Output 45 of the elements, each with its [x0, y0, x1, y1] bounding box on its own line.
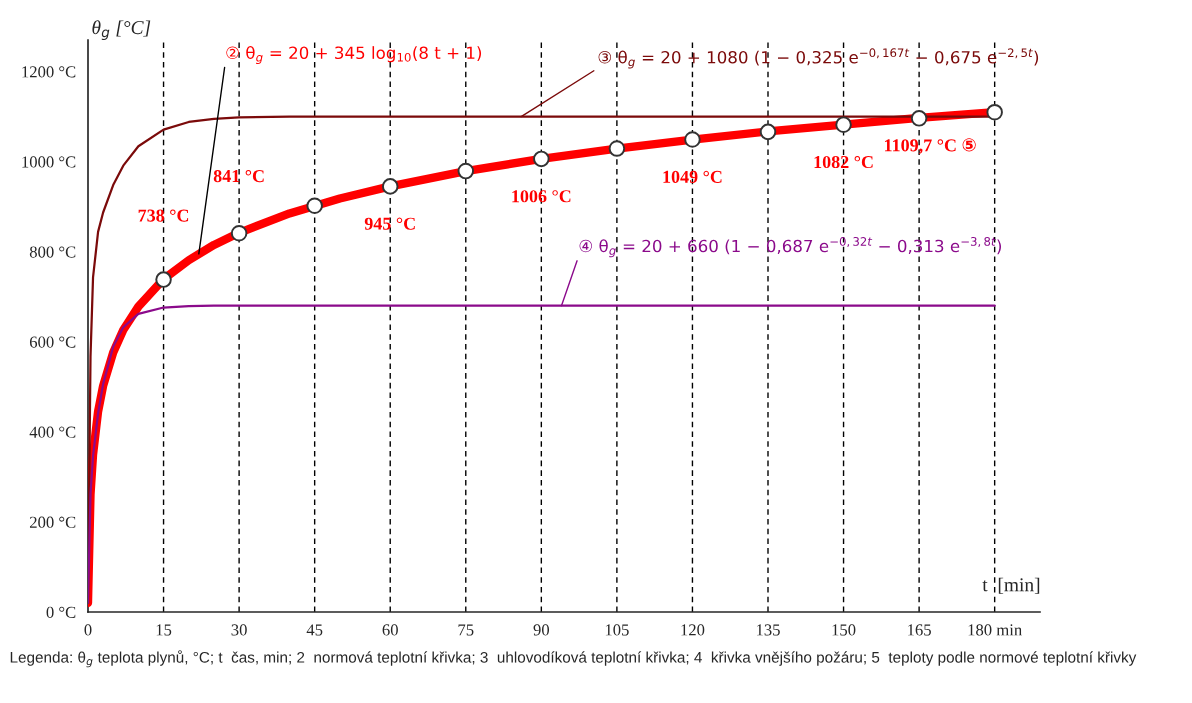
point	[155, 271, 172, 288]
x-tick-label: 45	[306, 624, 323, 636]
x-tick-label: 15	[156, 624, 172, 636]
point	[306, 197, 323, 214]
x-tick-label: 150	[832, 624, 856, 636]
y-tick-label: 0 °C	[46, 606, 76, 618]
annotation: ④ θ$_{g}$ = 20 + 660 (1 − 0,687 e$^{−0,32t}$ − 0,313 e$^{−3,8t}$)	[579, 237, 1002, 258]
y-tick-label: 1200 °C	[22, 66, 76, 78]
point	[684, 131, 701, 148]
data-label: 1082 °C	[814, 155, 873, 169]
point	[986, 103, 1003, 121]
point	[230, 224, 248, 242]
x-tick-label: 105	[605, 624, 629, 636]
x-tick-label: 120	[681, 624, 705, 636]
annotation: ② θ$_{g}$ = 20 + 345 log$_{10}$(8 t + 1)	[226, 46, 482, 64]
x-tick-label: 75	[458, 624, 474, 636]
point	[457, 162, 475, 180]
y-tick-label: 200 °C	[29, 516, 76, 528]
x-tick-label: 90	[533, 624, 550, 636]
point	[608, 140, 626, 157]
point	[381, 178, 399, 195]
x-tick-label: 0	[84, 624, 92, 636]
y-tick-label: 1000 °C	[22, 156, 76, 168]
x-tick-label: 180 min	[968, 624, 1022, 636]
x-tick-label: 135	[756, 624, 780, 636]
y-tick-label: 400 °C	[29, 426, 76, 438]
point	[759, 123, 777, 141]
y-axis-title: θ$_{g}$ [°C]	[92, 20, 151, 40]
data-label: 945 °C	[364, 217, 415, 230]
data-label: 1006 °C	[512, 190, 571, 203]
y-tick-label: 600 °C	[29, 336, 76, 348]
x-axis-title: t [min]	[982, 577, 1040, 594]
data-label: 841 °C	[213, 170, 264, 183]
point	[533, 150, 550, 168]
x-tick-label: 30	[231, 624, 247, 636]
point	[835, 116, 852, 133]
data-label: 1109,7 °C ⑤	[885, 138, 976, 155]
x-tick-label: 165	[908, 624, 931, 636]
y-tick-label: 800 °C	[29, 246, 76, 258]
data-label: 1049 °C	[663, 170, 722, 183]
text: Legenda: θ$_{g}$ teplota plynů, °C; t čas, min; 2 normová teplotní křivka; 3 uhlovodíková teplotní křivka; 4 křivka vnějšího požáru; 5 teploty podle normové teplotní křivky	[10, 650, 1137, 668]
point	[910, 110, 928, 127]
data-label: 738 °C	[138, 209, 189, 222]
annotation: ③ θ$_{g}$ = 20 + 1080 (1 − 0,325 e$^{−0,167t}$ − 0,675 e$^{−2,5t}$)	[598, 48, 1039, 69]
x-tick-label: 60	[382, 624, 398, 636]
